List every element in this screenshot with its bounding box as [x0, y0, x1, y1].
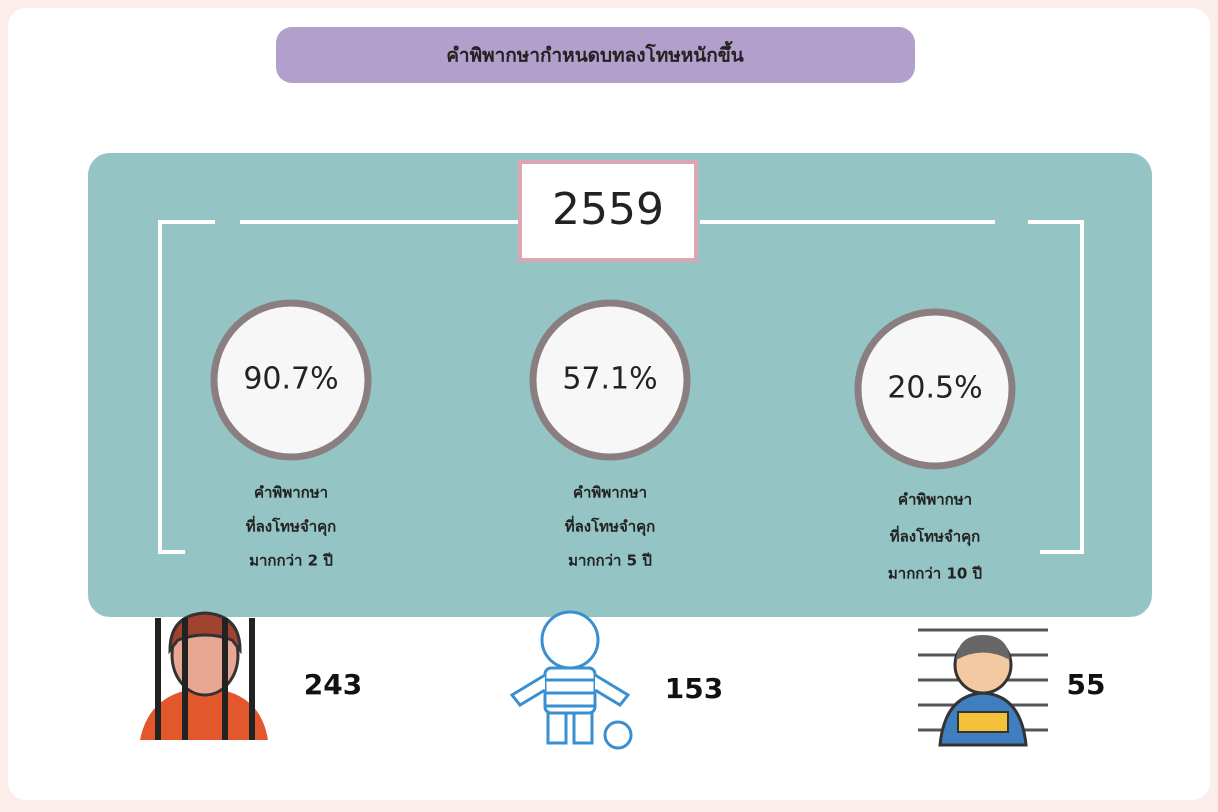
caption-line: คำพิพากษา	[573, 484, 647, 502]
caption-line: คำพิพากษา	[898, 491, 972, 509]
caption-line: คำพิพากษา	[254, 484, 328, 502]
count: 55	[1067, 668, 1106, 701]
percent: 90.7%	[243, 362, 338, 397]
title: คำพิพากษากำหนดบทลงโทษหนักขึ้น	[446, 41, 744, 67]
caption-line: ที่ลงโทษจำคุก	[246, 516, 337, 537]
caption-line: ที่ลงโทษจำคุก	[565, 516, 656, 537]
count: 243	[304, 668, 362, 701]
page: คำพิพากษากำหนดบทลงโทษหนักขึ้น 2559 90.7%…	[0, 0, 1218, 808]
caption-line: มากกว่า 5 ปี	[568, 552, 652, 570]
percent: 20.5%	[887, 371, 982, 406]
percent: 57.1%	[562, 362, 657, 397]
year: 2559	[552, 184, 664, 235]
caption-line: มากกว่า 2 ปี	[249, 552, 333, 570]
caption-line: ที่ลงโทษจำคุก	[890, 526, 981, 547]
count: 153	[665, 672, 723, 705]
caption-line: มากกว่า 10 ปี	[888, 565, 982, 583]
infographic: คำพิพากษากำหนดบทลงโทษหนักขึ้น 2559 90.7%…	[0, 0, 1218, 808]
